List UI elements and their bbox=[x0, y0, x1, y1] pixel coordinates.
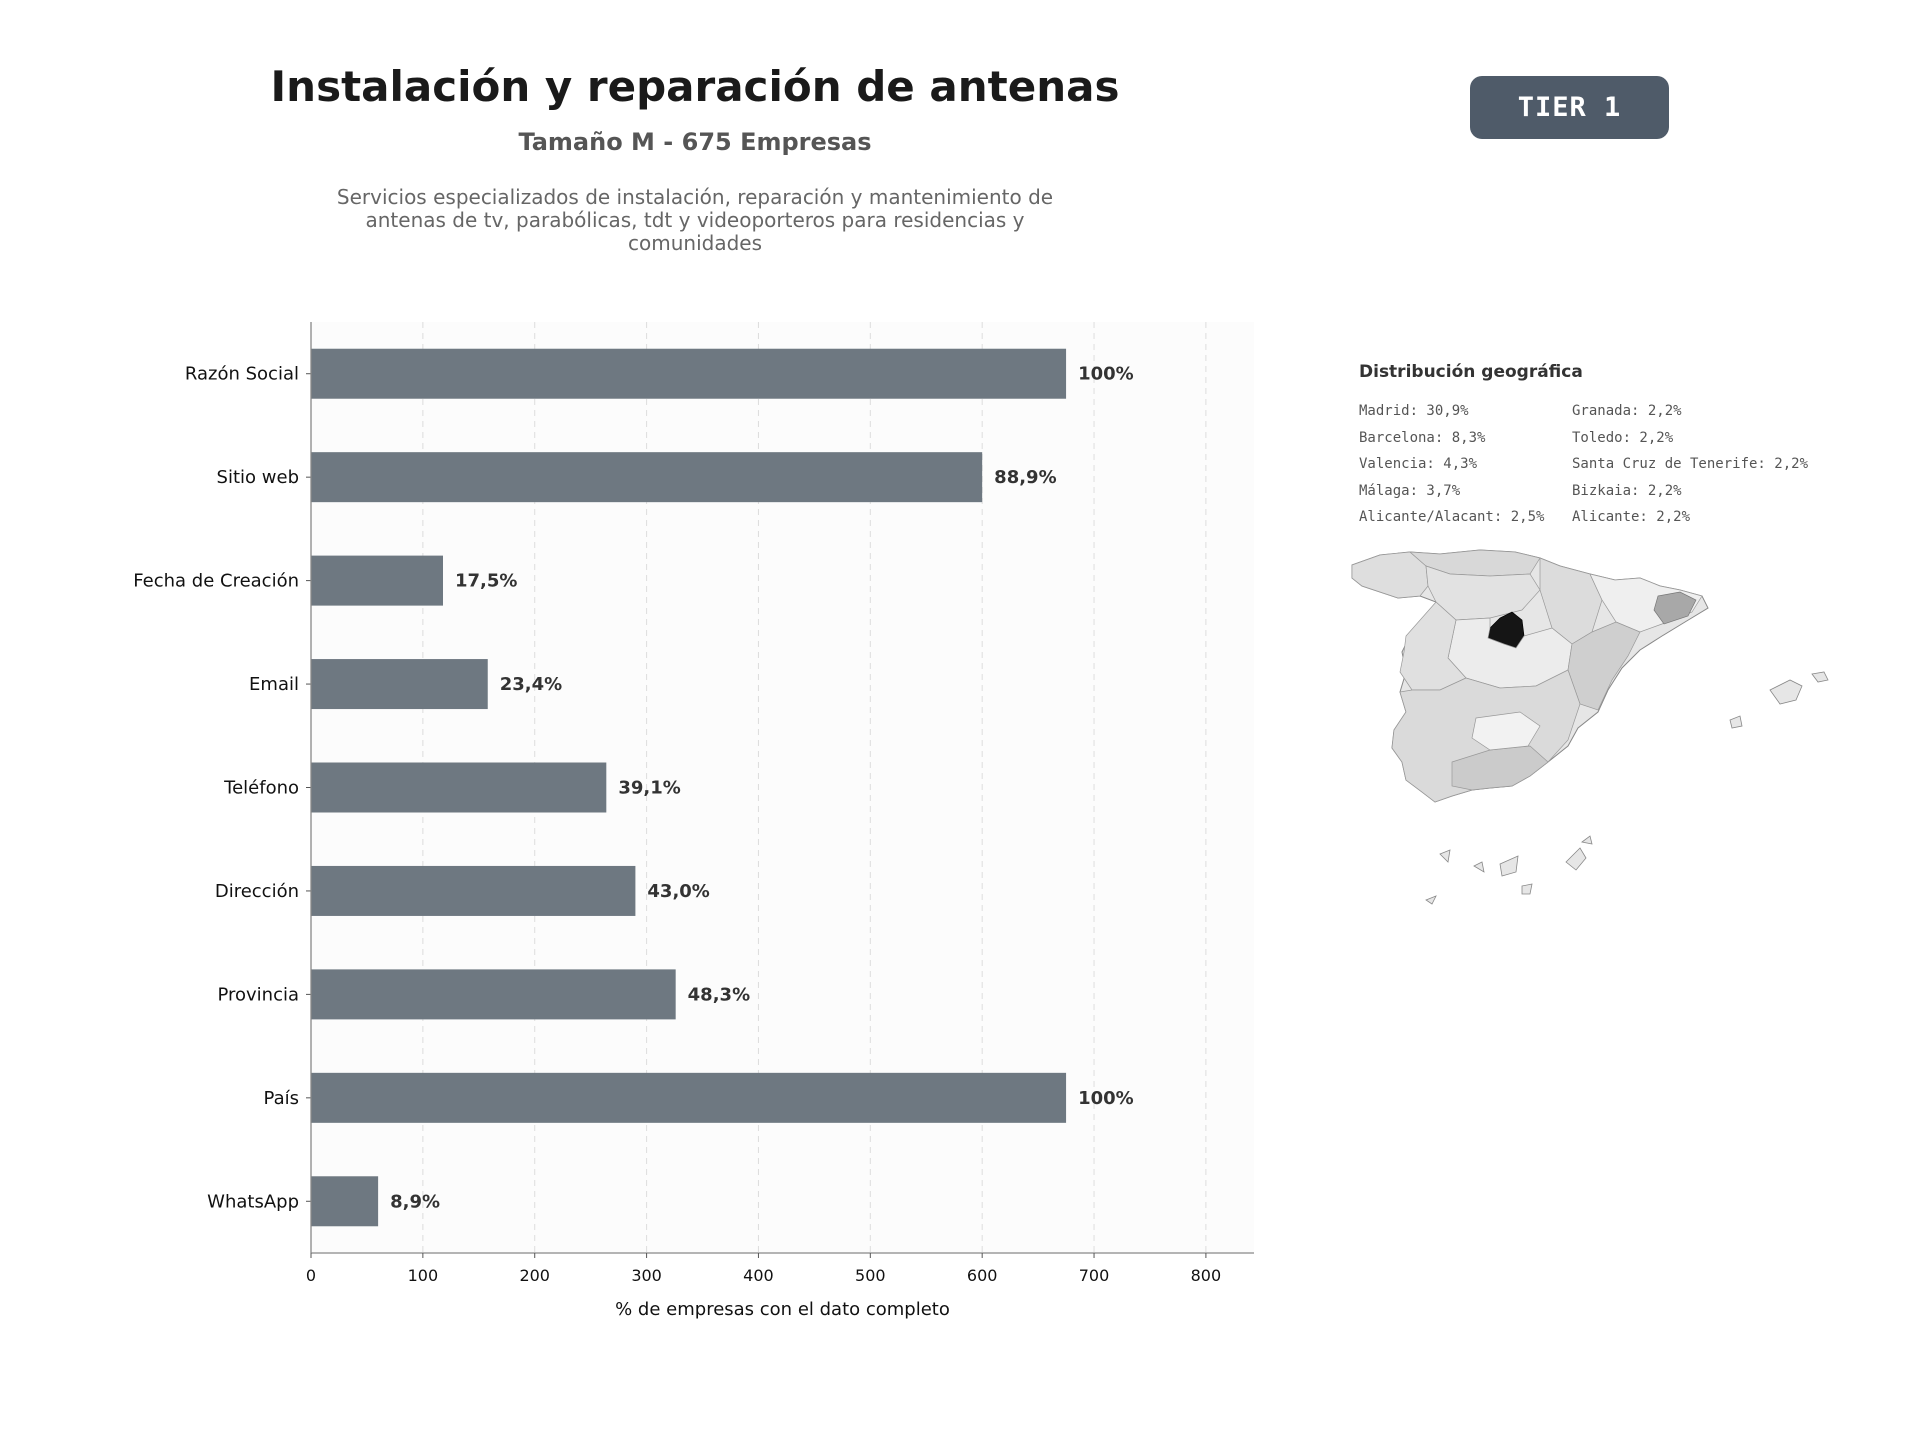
geo-entry: Madrid: 30,9% bbox=[1359, 403, 1469, 419]
y-tick-label: Teléfono bbox=[223, 778, 299, 799]
geo-distribution-title: Distribución geográfica bbox=[1359, 362, 1583, 382]
x-tick-label: 0 bbox=[306, 1266, 316, 1285]
data-label: 43,0% bbox=[647, 881, 709, 902]
chart-title: Instalación y reparación de antenas bbox=[270, 62, 1120, 111]
x-tick-label: 300 bbox=[631, 1266, 662, 1285]
tier-badge: TIER 1 bbox=[1470, 76, 1669, 139]
tier-label: TIER 1 bbox=[1517, 92, 1622, 123]
x-tick-label: 100 bbox=[408, 1266, 439, 1285]
bar bbox=[311, 762, 607, 813]
bar bbox=[311, 1176, 379, 1227]
data-label: 39,1% bbox=[618, 778, 680, 799]
x-tick-label: 400 bbox=[743, 1266, 774, 1285]
data-label: 48,3% bbox=[688, 984, 750, 1005]
y-tick-label: Razón Social bbox=[185, 364, 299, 385]
data-label: 100% bbox=[1078, 1088, 1134, 1109]
y-tick-label: Dirección bbox=[215, 881, 299, 902]
geo-entry: Alicante/Alacant: 2,5% bbox=[1359, 509, 1545, 525]
spain-choropleth-map bbox=[1351, 549, 1829, 905]
canary-islands bbox=[1425, 835, 1593, 905]
x-axis-label: % de empresas con el dato completo bbox=[615, 1299, 950, 1320]
geo-entry: Barcelona: 8,3% bbox=[1359, 429, 1486, 446]
data-label: 23,4% bbox=[500, 674, 562, 695]
chart-subtitle: Tamaño M - 675 Empresas bbox=[518, 128, 872, 156]
region-jaen bbox=[1471, 711, 1541, 751]
bar bbox=[311, 969, 676, 1020]
region-barcelona bbox=[1653, 591, 1697, 625]
y-tick-label: Provincia bbox=[217, 984, 299, 1005]
data-label: 88,9% bbox=[994, 467, 1056, 488]
geo-entry: Granada: 2,2% bbox=[1572, 403, 1682, 419]
geo-entry: Santa Cruz de Tenerife: 2,2% bbox=[1572, 456, 1809, 472]
bar bbox=[311, 1072, 1067, 1123]
bar bbox=[311, 659, 488, 710]
balearic-islands bbox=[1729, 671, 1829, 729]
data-label: 100% bbox=[1078, 364, 1134, 385]
bar bbox=[311, 452, 983, 503]
x-tick-label: 600 bbox=[967, 1266, 998, 1285]
y-tick-label: País bbox=[264, 1088, 299, 1109]
x-tick-label: 700 bbox=[1079, 1266, 1110, 1285]
bar bbox=[311, 555, 443, 606]
x-tick-label: 500 bbox=[855, 1266, 886, 1285]
sector-description: Servicios especializados de instalación,… bbox=[336, 185, 1054, 255]
bar bbox=[311, 865, 636, 916]
x-tick-label: 800 bbox=[1191, 1266, 1222, 1285]
geo-entry: Valencia: 4,3% bbox=[1359, 456, 1478, 472]
geo-list-column-2: Granada: 2,2% Toledo: 2,2% Santa Cruz de… bbox=[1572, 398, 1808, 531]
bar bbox=[311, 348, 1067, 399]
data-label: 17,5% bbox=[455, 571, 517, 592]
y-tick-label: Fecha de Creación bbox=[133, 571, 299, 592]
y-tick-label: Sitio web bbox=[217, 467, 299, 488]
geo-list-column-1: Madrid: 30,9% Barcelona: 8,3% Valencia: … bbox=[1359, 398, 1544, 531]
y-tick-label: WhatsApp bbox=[207, 1191, 299, 1212]
region-galicia bbox=[1351, 551, 1429, 599]
geo-entry: Alicante: 2,2% bbox=[1572, 509, 1691, 525]
y-tick-label: Email bbox=[249, 674, 299, 695]
bar-chart: 100% Razón Social 88,9% Sitio web 17,5% Fecha… bbox=[133, 322, 1254, 1320]
region-castilla-leon bbox=[1425, 565, 1541, 621]
x-tick-label: 200 bbox=[519, 1266, 550, 1285]
data-label: 8,9% bbox=[390, 1191, 440, 1212]
geo-entry: Toledo: 2,2% bbox=[1572, 429, 1674, 446]
geo-entry: Bizkaia: 2,2% bbox=[1572, 482, 1682, 499]
geo-entry: Málaga: 3,7% bbox=[1359, 482, 1461, 499]
